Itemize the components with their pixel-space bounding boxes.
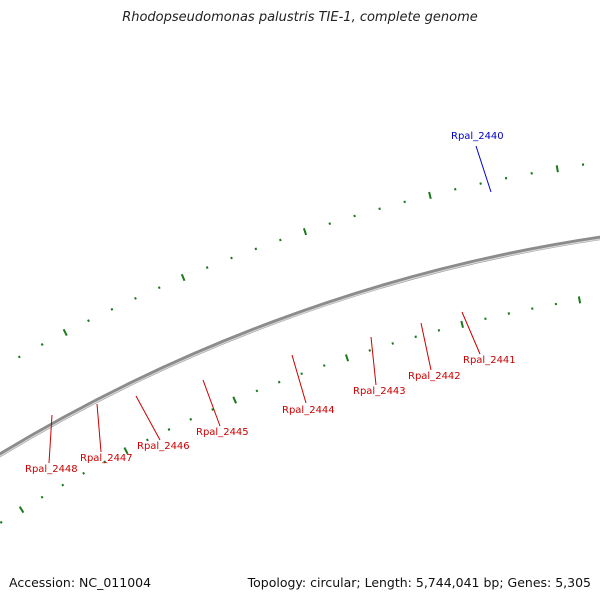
genome-backbone-highlight (0, 238, 600, 457)
minor-tick (454, 187, 457, 191)
leader-rpal-2445 (202, 379, 221, 427)
minor-tick (414, 335, 417, 339)
minor-tick (279, 238, 282, 242)
minor-tick (254, 247, 258, 251)
minor-tick (61, 483, 65, 487)
leader-rpal-2440 (475, 145, 492, 193)
major-tick (18, 506, 25, 514)
minor-tick (368, 349, 372, 352)
minor-tick (146, 438, 149, 442)
gene-label-rpal-2447: Rpal_2447 (80, 453, 133, 464)
leader-rpal-2441 (461, 311, 481, 355)
leader-rpal-2444 (291, 354, 307, 404)
minor-tick (87, 319, 90, 323)
minor-tick (403, 200, 406, 204)
leader-rpal-2447 (96, 403, 102, 453)
major-tick (460, 320, 464, 329)
gene-label-rpal-2445: Rpal_2445 (196, 427, 249, 438)
gene-label-rpal-2442: Rpal_2442 (408, 371, 461, 382)
minor-tick (507, 312, 511, 315)
minor-tick (40, 495, 44, 499)
minor-tick (167, 428, 171, 431)
minor-tick (40, 343, 44, 346)
major-tick (302, 227, 308, 236)
minor-tick (157, 286, 161, 290)
minor-tick (110, 307, 114, 311)
inner-scale-ticks (0, 296, 582, 524)
gene-label-rpal-2446: Rpal_2446 (137, 441, 190, 452)
minor-tick (82, 471, 86, 475)
minor-tick (277, 380, 281, 384)
gene-label-rpal-2443: Rpal_2443 (353, 386, 406, 397)
minor-tick (391, 342, 394, 345)
genome-backbone (0, 235, 600, 458)
minor-tick (134, 296, 137, 300)
minor-tick (322, 364, 326, 367)
minor-tick (255, 389, 259, 393)
accession-text: Accession: NC_011004 (9, 575, 152, 590)
minor-tick (437, 329, 441, 332)
outer-scale-ticks (17, 163, 585, 359)
gene-label-rpal-2440: Rpal_2440 (451, 131, 504, 142)
map-title: Rhodopseudomonas palustris TIE-1, comple… (122, 10, 478, 25)
minor-tick (17, 355, 21, 359)
minor-tick (103, 460, 107, 464)
minor-tick (484, 317, 487, 321)
leader-rpal-2448 (48, 414, 53, 464)
minor-tick (0, 520, 3, 524)
major-tick (555, 165, 559, 173)
minor-tick (353, 214, 356, 218)
minor-tick (378, 207, 381, 211)
minor-tick (479, 182, 482, 185)
label-leader-lines (48, 145, 492, 464)
gene-label-rpal-2448: Rpal_2448 (25, 464, 78, 475)
major-tick (344, 354, 350, 362)
major-tick (62, 328, 68, 337)
gene-label-rpal-2444: Rpal_2444 (282, 405, 335, 416)
major-tick (428, 191, 432, 199)
major-tick (123, 447, 129, 455)
leader-rpal-2446 (135, 395, 161, 441)
minor-tick (300, 372, 303, 376)
gene-label-rpal-2441: Rpal_2441 (463, 355, 516, 366)
minor-tick (189, 417, 193, 421)
major-tick (180, 273, 186, 282)
minor-tick (328, 222, 332, 226)
leader-rpal-2443 (370, 336, 377, 386)
minor-tick (211, 408, 215, 411)
minor-tick (230, 256, 233, 260)
major-tick (577, 296, 582, 304)
leader-rpal-2442 (420, 322, 432, 371)
genome-summary-text: Topology: circular; Length: 5,744,041 bp… (247, 575, 591, 590)
minor-tick (205, 266, 209, 269)
major-tick (232, 396, 238, 404)
